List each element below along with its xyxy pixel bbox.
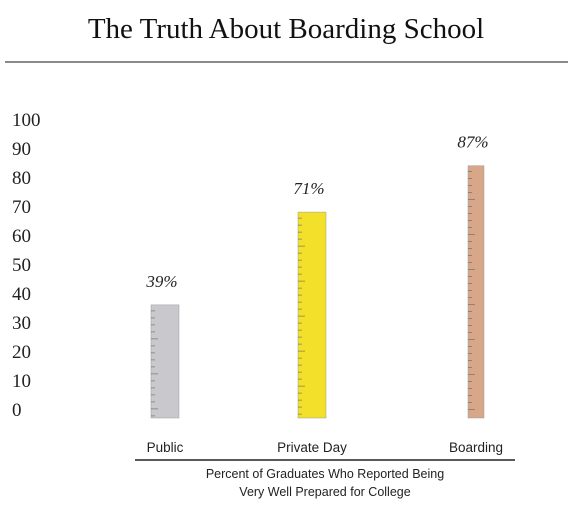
bar (150, 304, 180, 419)
y-tick-label: 0 (12, 400, 22, 421)
bar (467, 165, 485, 419)
y-tick-label: 50 (12, 255, 31, 276)
value-label: 87% (457, 133, 488, 152)
x-tick-label: Boarding (449, 440, 503, 455)
value-label: 39% (145, 272, 177, 291)
y-tick-label: 40 (12, 284, 31, 305)
y-tick-label: 60 (12, 226, 31, 247)
y-tick-label: 20 (12, 342, 31, 363)
chart-title: The Truth About Boarding School (88, 13, 484, 45)
y-tick-label: 10 (12, 371, 31, 392)
x-tick-label: Public (147, 440, 184, 455)
y-tick-label: 90 (12, 139, 31, 160)
x-axis-label: Percent of Graduates Who Reported Being (206, 467, 444, 481)
y-tick-label: 70 (12, 197, 31, 218)
x-axis-label: Very Well Prepared for College (239, 485, 410, 499)
y-tick-label: 100 (12, 110, 41, 131)
bar (297, 211, 327, 419)
x-tick-label: Private Day (277, 440, 347, 455)
value-label: 71% (293, 179, 324, 198)
y-tick-label: 80 (12, 168, 31, 189)
y-tick-label: 30 (12, 313, 31, 334)
